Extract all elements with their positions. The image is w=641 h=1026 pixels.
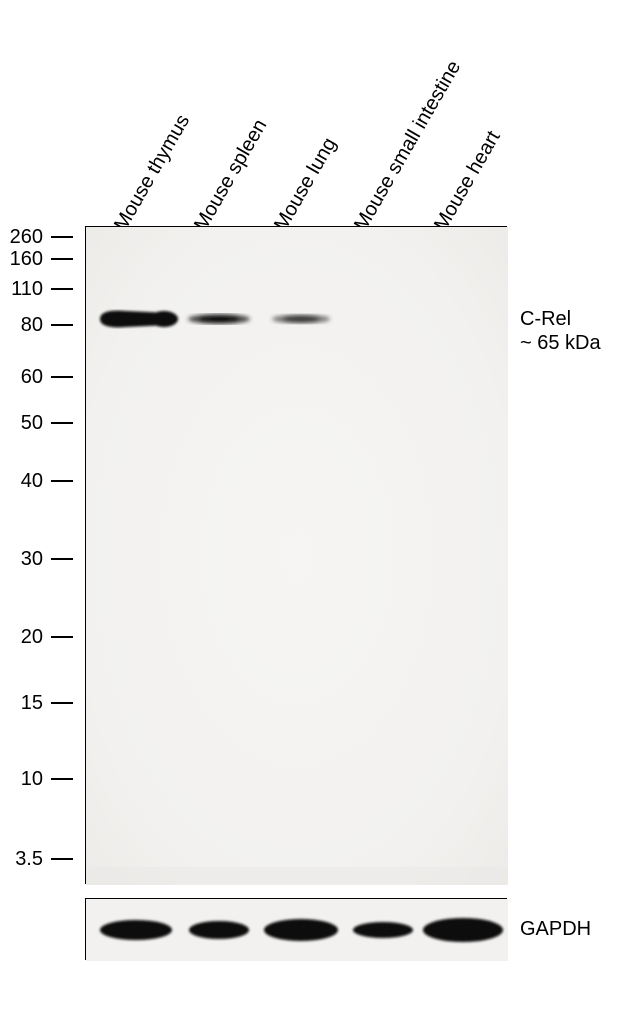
target-mw-label: ~ 65 kDa xyxy=(520,332,601,355)
mw-tick xyxy=(51,236,73,238)
mw-tick xyxy=(51,636,73,638)
western-blot-figure: Mouse thymus Mouse spleen Mouse lung Mou… xyxy=(0,0,641,1026)
mw-tick xyxy=(51,422,73,424)
mw-tick xyxy=(51,258,73,260)
mw-tick xyxy=(51,558,73,560)
mw-tick xyxy=(51,324,73,326)
mw-tick xyxy=(51,858,73,860)
main-blot-membrane xyxy=(86,227,508,885)
mw-label: 110 xyxy=(3,278,43,301)
lane-label-text: Mouse heart xyxy=(430,127,505,234)
gapdh-blot xyxy=(85,898,507,960)
mw-tick xyxy=(51,480,73,482)
mw-label: 160 xyxy=(3,248,43,271)
mw-label: 50 xyxy=(3,412,43,435)
mw-label: 10 xyxy=(3,768,43,791)
mw-label: 20 xyxy=(3,626,43,649)
mw-tick xyxy=(51,702,73,704)
gapdh-blot-membrane xyxy=(86,899,508,961)
target-label: C-Rel xyxy=(520,308,571,331)
mw-label: 15 xyxy=(3,692,43,715)
lane-label: Mouse spleen xyxy=(190,116,272,235)
lane-label-text: Mouse spleen xyxy=(190,116,271,235)
lane-label: Mouse lung xyxy=(270,134,342,235)
mw-label: 80 xyxy=(3,314,43,337)
mw-tick xyxy=(51,376,73,378)
mw-label: 260 xyxy=(3,226,43,249)
mw-label: 40 xyxy=(3,470,43,493)
main-blot xyxy=(85,226,507,884)
lane-label-text: Mouse lung xyxy=(270,134,341,235)
mw-tick xyxy=(51,778,73,780)
mw-tick xyxy=(51,288,73,290)
lane-label: Mouse thymus xyxy=(110,111,195,235)
lane-label-text: Mouse thymus xyxy=(110,111,194,235)
loading-control-label: GAPDH xyxy=(520,918,591,941)
mw-label: 3.5 xyxy=(3,848,43,871)
mw-label: 60 xyxy=(3,366,43,389)
lane-label: Mouse heart xyxy=(430,127,506,235)
mw-label: 30 xyxy=(3,548,43,571)
